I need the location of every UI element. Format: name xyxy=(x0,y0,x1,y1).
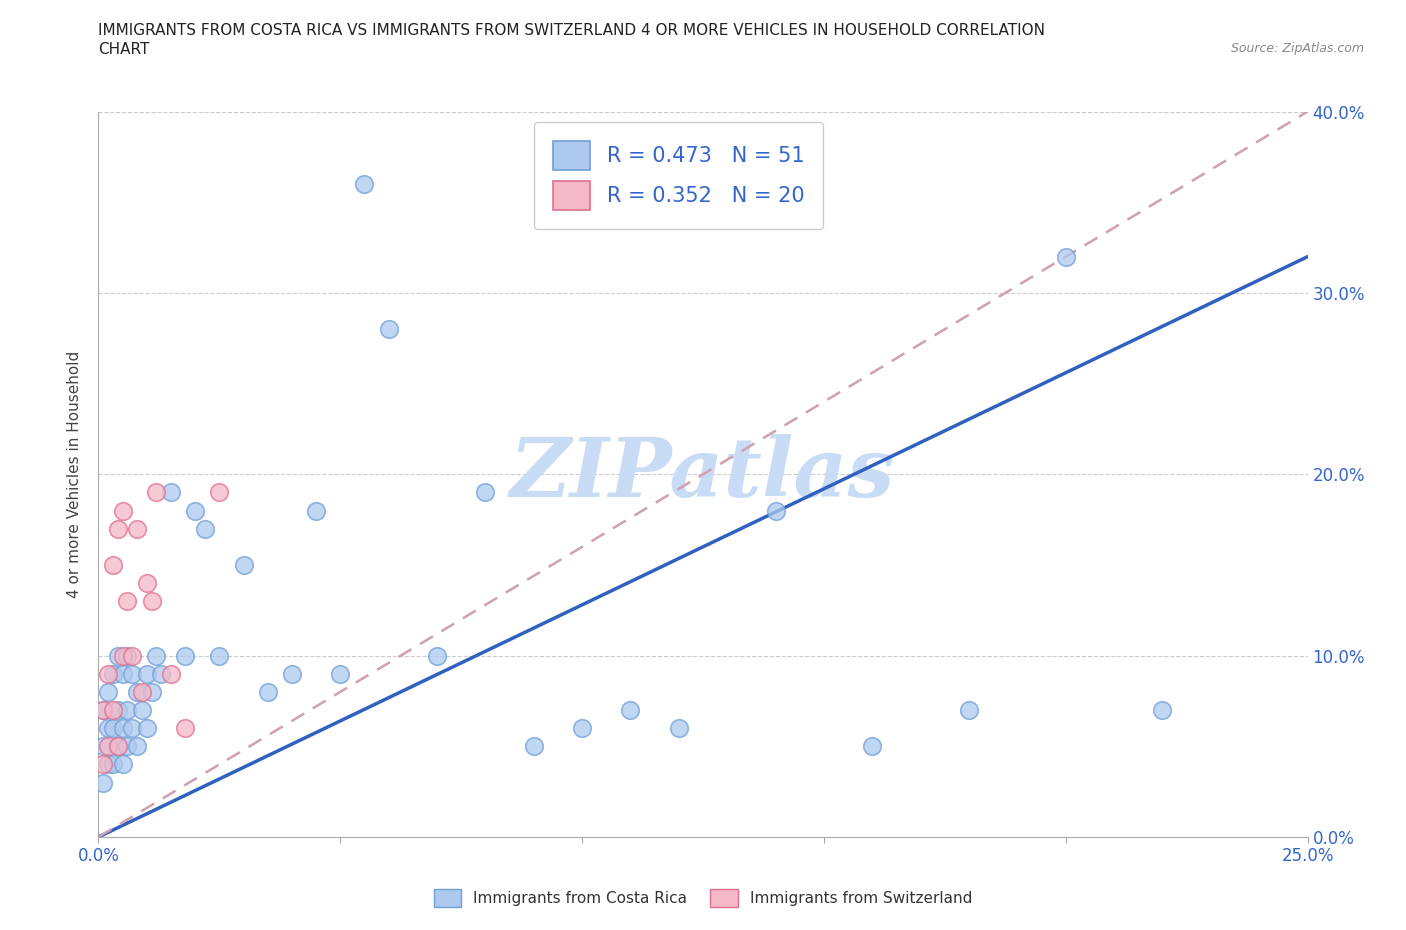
Point xyxy=(145,648,167,663)
Point xyxy=(208,648,231,663)
Point xyxy=(141,594,163,609)
Point xyxy=(668,721,690,736)
Point xyxy=(571,721,593,736)
Point xyxy=(150,666,173,681)
Point xyxy=(107,703,129,718)
Point xyxy=(121,721,143,736)
Point xyxy=(111,666,134,681)
Point xyxy=(101,666,124,681)
Text: Source: ZipAtlas.com: Source: ZipAtlas.com xyxy=(1230,42,1364,55)
Point xyxy=(1152,703,1174,718)
Point xyxy=(101,721,124,736)
Point xyxy=(127,738,149,753)
Point xyxy=(91,776,114,790)
Point xyxy=(117,648,139,663)
Point xyxy=(353,177,375,192)
Point xyxy=(523,738,546,753)
Point xyxy=(474,485,496,500)
Point xyxy=(1054,249,1077,264)
Point xyxy=(860,738,883,753)
Point xyxy=(97,757,120,772)
Point xyxy=(160,485,183,500)
Point xyxy=(121,648,143,663)
Point xyxy=(101,703,124,718)
Point xyxy=(117,594,139,609)
Point xyxy=(131,703,153,718)
Point xyxy=(957,703,980,718)
Legend: Immigrants from Costa Rica, Immigrants from Switzerland: Immigrants from Costa Rica, Immigrants f… xyxy=(427,884,979,913)
Point xyxy=(281,666,304,681)
Point xyxy=(135,721,157,736)
Point xyxy=(127,521,149,536)
Point xyxy=(131,684,153,699)
Point xyxy=(97,666,120,681)
Point xyxy=(107,738,129,753)
Point xyxy=(111,648,134,663)
Point xyxy=(111,503,134,518)
Point xyxy=(184,503,207,518)
Point xyxy=(145,485,167,500)
Point xyxy=(377,322,399,337)
Point xyxy=(160,666,183,681)
Point xyxy=(97,721,120,736)
Point xyxy=(765,503,787,518)
Point xyxy=(141,684,163,699)
Point xyxy=(107,648,129,663)
Point xyxy=(135,666,157,681)
Point xyxy=(619,703,641,718)
Point xyxy=(107,521,129,536)
Point xyxy=(97,738,120,753)
Point xyxy=(174,648,197,663)
Point xyxy=(194,521,217,536)
Point xyxy=(232,558,254,573)
Point xyxy=(111,721,134,736)
Point xyxy=(91,738,114,753)
Point xyxy=(111,757,134,772)
Point xyxy=(101,558,124,573)
Point xyxy=(329,666,352,681)
Point xyxy=(101,757,124,772)
Point xyxy=(117,738,139,753)
Text: IMMIGRANTS FROM COSTA RICA VS IMMIGRANTS FROM SWITZERLAND 4 OR MORE VEHICLES IN : IMMIGRANTS FROM COSTA RICA VS IMMIGRANTS… xyxy=(98,23,1046,38)
Legend: R = 0.473   N = 51, R = 0.352   N = 20: R = 0.473 N = 51, R = 0.352 N = 20 xyxy=(534,122,824,229)
Text: ZIPatlas: ZIPatlas xyxy=(510,434,896,514)
Point xyxy=(208,485,231,500)
Point xyxy=(174,721,197,736)
Point xyxy=(426,648,449,663)
Point xyxy=(91,703,114,718)
Point xyxy=(135,576,157,591)
Y-axis label: 4 or more Vehicles in Household: 4 or more Vehicles in Household xyxy=(67,351,83,598)
Point xyxy=(107,738,129,753)
Point xyxy=(127,684,149,699)
Point xyxy=(305,503,328,518)
Point xyxy=(91,703,114,718)
Point xyxy=(117,703,139,718)
Point xyxy=(97,684,120,699)
Text: CHART: CHART xyxy=(98,42,150,57)
Point xyxy=(91,757,114,772)
Point xyxy=(256,684,278,699)
Point xyxy=(121,666,143,681)
